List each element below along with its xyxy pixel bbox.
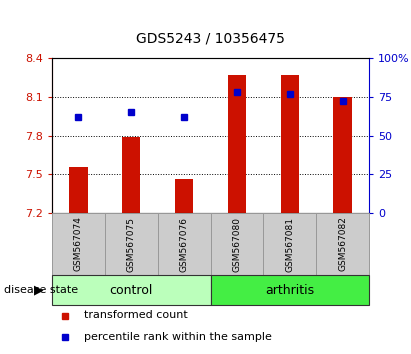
- Text: GSM567076: GSM567076: [180, 217, 189, 272]
- Text: GSM567080: GSM567080: [232, 217, 241, 272]
- Bar: [175, 179, 193, 213]
- Text: arthritis: arthritis: [265, 284, 314, 297]
- Text: GSM567082: GSM567082: [338, 217, 347, 272]
- Bar: [158, 213, 210, 275]
- Bar: [105, 213, 158, 275]
- Text: GSM567074: GSM567074: [74, 217, 83, 272]
- Text: GSM567081: GSM567081: [285, 217, 294, 272]
- Text: control: control: [110, 284, 153, 297]
- Bar: [333, 97, 352, 213]
- Bar: [210, 213, 263, 275]
- Bar: [316, 213, 369, 275]
- Bar: [52, 213, 105, 275]
- Text: ▶: ▶: [34, 284, 44, 297]
- Bar: [210, 275, 369, 305]
- Bar: [69, 166, 88, 213]
- Text: transformed count: transformed count: [84, 310, 187, 320]
- Bar: [280, 75, 299, 213]
- Bar: [122, 137, 141, 213]
- Text: percentile rank within the sample: percentile rank within the sample: [84, 331, 272, 342]
- Bar: [263, 213, 316, 275]
- Text: GSM567075: GSM567075: [127, 217, 136, 272]
- Text: GDS5243 / 10356475: GDS5243 / 10356475: [136, 32, 285, 46]
- Bar: [52, 275, 210, 305]
- Bar: [228, 75, 246, 213]
- Text: disease state: disease state: [4, 285, 78, 295]
